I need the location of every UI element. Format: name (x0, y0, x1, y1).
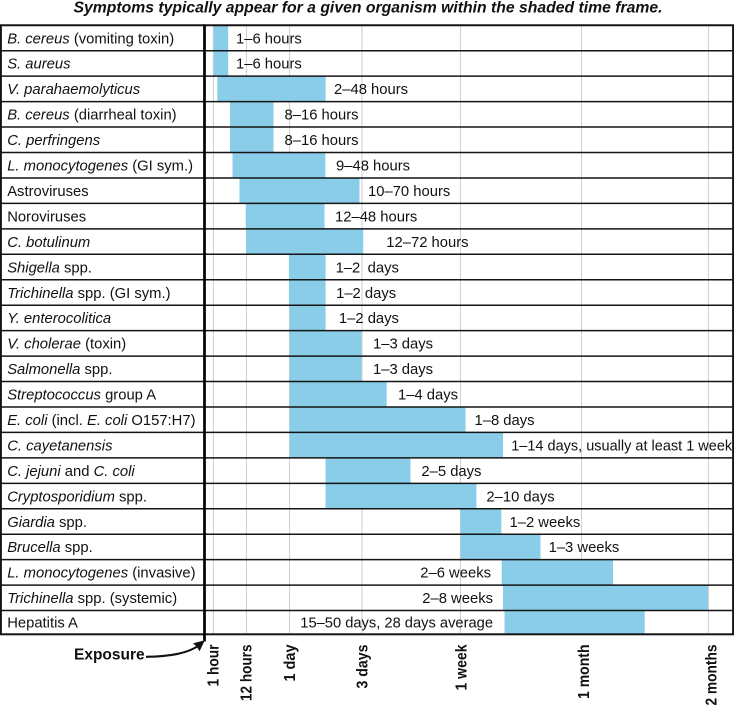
svg-text:C. jejuni and C. coli: C. jejuni and C. coli (7, 464, 135, 480)
svg-text:Exposure: Exposure (74, 647, 145, 664)
svg-text:15–50 days, 28 days average: 15–50 days, 28 days average (300, 616, 493, 632)
svg-text:C. cayetanensis: C. cayetanensis (7, 438, 113, 454)
svg-text:Hepatitis A: Hepatitis A (7, 616, 78, 632)
svg-text:1–2 weeks: 1–2 weeks (510, 515, 581, 531)
svg-text:2–8 weeks: 2–8 weeks (422, 591, 493, 607)
svg-text:2–48 hours: 2–48 hours (334, 82, 408, 98)
svg-text:8–16 hours: 8–16 hours (285, 108, 359, 124)
svg-text:Streptococcus group A: Streptococcus group A (7, 388, 156, 404)
svg-text:1–3 days: 1–3 days (373, 337, 433, 353)
svg-text:Y. enterocolitica: Y. enterocolitica (7, 311, 111, 327)
svg-text:Giardia spp.: Giardia spp. (7, 515, 87, 531)
svg-text:C. perfringens: C. perfringens (7, 133, 101, 149)
svg-text:1–6 hours: 1–6 hours (236, 57, 302, 73)
svg-text:B. cereus (diarrheal toxin): B. cereus (diarrheal toxin) (7, 108, 176, 124)
svg-text:10–70 hours: 10–70 hours (368, 184, 450, 200)
svg-text:2–6 weeks: 2–6 weeks (420, 566, 491, 582)
svg-text:12–72 hours: 12–72 hours (386, 235, 468, 251)
svg-text:1–2 days: 1–2 days (336, 260, 399, 276)
svg-text:1 week: 1 week (454, 644, 471, 690)
svg-text:2 months: 2 months (704, 644, 721, 705)
svg-text:2–5 days: 2–5 days (421, 464, 481, 480)
svg-text:12–48 hours: 12–48 hours (335, 209, 417, 225)
svg-text:Salmonella spp.: Salmonella spp. (7, 362, 112, 378)
svg-text:L. monocytogenes (GI sym.): L. monocytogenes (GI sym.) (7, 159, 193, 175)
svg-text:12 hours: 12 hours (238, 644, 255, 701)
svg-text:Shigella spp.: Shigella spp. (7, 260, 92, 276)
svg-text:Trichinella spp. (systemic): Trichinella spp. (systemic) (7, 591, 177, 607)
svg-text:2–10 days: 2–10 days (486, 489, 554, 505)
svg-text:3 days: 3 days (354, 644, 371, 688)
svg-text:1–3 days: 1–3 days (373, 362, 433, 378)
svg-text:1–8 days: 1–8 days (475, 413, 535, 429)
svg-text:1–4 days: 1–4 days (398, 388, 458, 404)
svg-text:1 month: 1 month (576, 645, 593, 700)
svg-text:C. botulinum: C. botulinum (7, 235, 90, 251)
svg-text:1–3 weeks: 1–3 weeks (549, 540, 620, 556)
svg-text:S. aureus: S. aureus (7, 57, 71, 73)
svg-text:9–48 hours: 9–48 hours (336, 159, 410, 175)
svg-text:1–2 days: 1–2 days (336, 286, 396, 302)
svg-text:Noroviruses: Noroviruses (7, 209, 86, 225)
svg-text:8–16 hours: 8–16 hours (285, 133, 359, 149)
svg-text:1 day: 1 day (282, 644, 299, 681)
svg-text:1 hour: 1 hour (205, 645, 222, 687)
svg-text:Trichinella spp. (GI sym.): Trichinella spp. (GI sym.) (7, 286, 170, 302)
svg-text:Brucella spp.: Brucella spp. (7, 540, 93, 556)
svg-text:Astroviruses: Astroviruses (7, 184, 88, 200)
svg-text:Symptoms typically appear for: Symptoms typically appear for a given or… (73, 0, 662, 17)
svg-text:Cryptosporidium spp.: Cryptosporidium spp. (7, 489, 147, 505)
svg-text:1–6 hours: 1–6 hours (236, 31, 302, 47)
svg-text:B. cereus (vomiting toxin): B. cereus (vomiting toxin) (7, 31, 174, 47)
svg-text:E. coli (incl. E. coli O157:H7: E. coli (incl. E. coli O157:H7) (7, 413, 195, 429)
svg-text:1–2 days: 1–2 days (339, 311, 399, 327)
svg-text:V. cholerae (toxin): V. cholerae (toxin) (7, 337, 126, 353)
svg-text:V. parahaemolyticus: V. parahaemolyticus (7, 82, 141, 98)
svg-text:L. monocytogenes (invasive): L. monocytogenes (invasive) (7, 566, 195, 582)
svg-text:1–14 days, usually at least 1: 1–14 days, usually at least 1 week (511, 438, 733, 454)
